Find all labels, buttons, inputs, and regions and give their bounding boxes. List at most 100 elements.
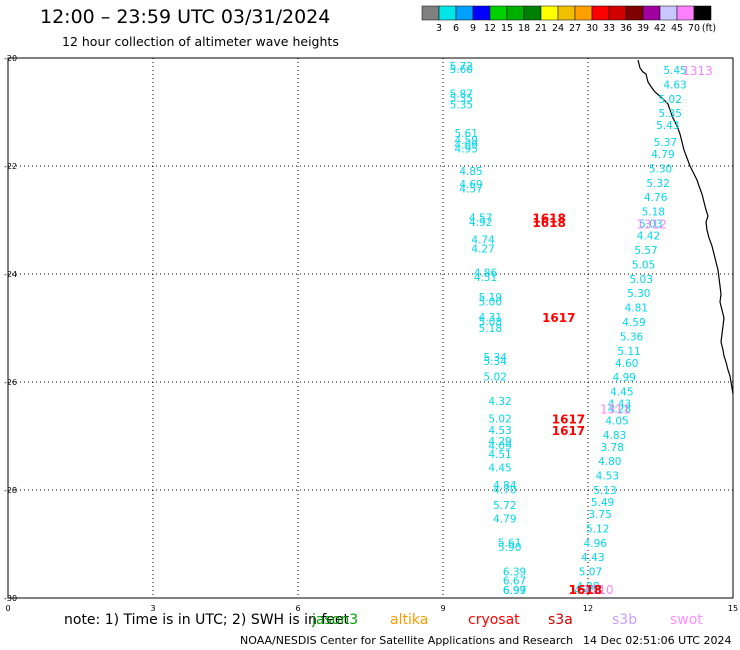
swh-value: 6.67 — [503, 575, 526, 587]
x-tick-label: 12 — [583, 604, 593, 613]
colorbar-swatch — [421, 5, 440, 21]
colorbar-swatch — [642, 5, 661, 21]
swh-value: 4.53 — [596, 471, 619, 483]
swh-value: 4.09 — [488, 440, 511, 452]
axis-labels: 0 3 6 9 12 15 -20 -22 -24 -26 -28 -30 — [4, 54, 738, 613]
colorbar-swatch — [455, 5, 474, 21]
swh-value: 4.86 — [474, 268, 498, 280]
swh-value: 4.84 — [493, 480, 517, 492]
swh-value: 5.05 — [632, 259, 655, 271]
swh-value: 6.99 — [503, 585, 526, 597]
swh-value: 5.11 — [617, 346, 640, 358]
swh-value: 4.79 — [493, 513, 516, 525]
swh-value: 4.69 — [459, 179, 482, 191]
colorbar-swatch — [591, 5, 610, 21]
swh-value: 4.45 — [488, 462, 511, 474]
page-title: 12:00 – 23:59 UTC 03/31/2024 — [40, 6, 331, 28]
swh-value: 4.81 — [625, 303, 648, 315]
y-tick-label: -20 — [4, 54, 17, 63]
swh-value: 5.02 — [488, 414, 511, 426]
colorbar-swatch — [438, 5, 457, 21]
map-gridlines — [8, 58, 733, 598]
swh-value: 5.72 — [450, 61, 473, 73]
colorbar-label: 42 — [654, 23, 666, 34]
swh-value: 5.30 — [649, 163, 672, 175]
swh-value: 4.45 — [610, 387, 633, 399]
coastline — [637, 59, 734, 395]
y-tick-label: -28 — [4, 486, 17, 495]
colorbar-label: 21 — [535, 23, 547, 34]
colorbar-label: 9 — [470, 23, 476, 34]
swh-value: 5.87 — [450, 88, 473, 100]
track-id-label: 1618 — [532, 216, 565, 230]
colorbar-swatch — [625, 5, 644, 21]
swh-value: 5.35 — [659, 108, 682, 120]
swh-value: 5.02 — [659, 94, 682, 106]
swh-value: 5.12 — [586, 523, 609, 535]
legend-s3b: s3b — [612, 612, 638, 628]
x-tick-label: 3 — [150, 604, 155, 613]
track-id-label: 1311 — [600, 402, 631, 416]
swh-value: 4.28 — [608, 403, 631, 415]
x-tick-label: 15 — [728, 604, 738, 613]
swh-value: 5.61 — [455, 128, 478, 140]
colorbar-label: 24 — [552, 23, 564, 34]
track-id-label: 1312 — [636, 218, 667, 232]
colorbar-swatch — [523, 5, 542, 21]
generated-timestamp: 14 Dec 02:51:06 UTC 2024 — [583, 634, 732, 647]
legend-cryosat: cryosat — [468, 612, 520, 628]
swh-value: 4.43 — [608, 399, 631, 411]
track-id-label: 1617 — [542, 311, 575, 325]
swh-value: 4.43 — [581, 552, 604, 564]
colorbar-swatch — [693, 5, 712, 21]
legend-jason3: jason3 — [312, 612, 359, 628]
colorbar-swatch — [557, 5, 576, 21]
swh-value: 4.60 — [615, 358, 638, 370]
legend-altika: altika — [390, 612, 429, 628]
swh-value: 5.45 — [663, 65, 686, 77]
wave-height-tracks: 5.725.605.875.355.355.614.594.094.954.85… — [450, 61, 713, 597]
swh-value: 4.74 — [471, 234, 495, 246]
swh-value: 5.30 — [627, 288, 650, 300]
colorbar-unit: (ft) — [702, 23, 716, 34]
swh-value: 4.29 — [488, 436, 511, 448]
swh-value: 3.75 — [588, 509, 611, 521]
swh-value: 5.35 — [450, 99, 473, 111]
swh-value: 4.42 — [637, 231, 660, 243]
track-id-label: 1617 — [552, 413, 585, 427]
y-tick-label: -30 — [4, 594, 17, 603]
swh-value: 4.09 — [455, 139, 478, 151]
footer-note: note: 1) Time is in UTC; 2) SWH is in fe… — [64, 612, 350, 628]
swh-value: 6.39 — [503, 566, 526, 578]
swh-value: 4.51 — [488, 449, 511, 461]
swh-value: 4.57 — [469, 212, 492, 224]
swh-value: 4.51 — [474, 272, 497, 284]
swh-value: 4.70 — [493, 485, 516, 497]
y-tick-label: -24 — [4, 270, 17, 279]
swh-value: 5.18 — [479, 323, 502, 335]
swh-value: 5.13 — [593, 485, 616, 497]
plot-frame — [7, 57, 734, 599]
swh-value: 4.96 — [584, 538, 608, 550]
colorbar-swatch — [574, 5, 593, 21]
swh-value: 5.18 — [642, 207, 665, 219]
swh-value: 5.32 — [646, 178, 669, 190]
swh-value: 5.08 — [479, 316, 502, 328]
colorbar-label: 45 — [671, 23, 683, 34]
swh-value: 4.83 — [603, 430, 626, 442]
colorbar-swatch — [676, 5, 695, 21]
swh-value: 5.36 — [620, 331, 644, 343]
swh-value: 4.05 — [605, 415, 628, 427]
swh-value: 5.02 — [484, 372, 507, 384]
colorbar-legend: 3 6 9 12 15 18 21 24 27 30 33 36 39 42 45 70 (ft) — [421, 5, 716, 34]
swh-value: 4.79 — [651, 149, 674, 161]
colorbar-label: 6 — [453, 23, 459, 34]
swh-value: 5.34 — [484, 352, 508, 364]
swh-value: 5.34 — [484, 356, 508, 368]
swh-value: 4.27 — [471, 243, 494, 255]
swh-value: 4.45 — [574, 585, 597, 597]
swh-value: 4.59 — [455, 135, 478, 147]
swh-value: 5.03 — [630, 274, 653, 286]
swh-value: 5.19 — [479, 292, 502, 304]
